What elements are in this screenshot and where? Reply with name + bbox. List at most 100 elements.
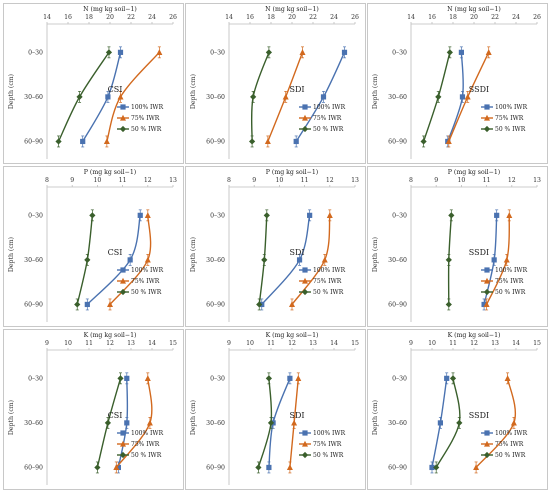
legend-marker: [302, 267, 308, 273]
chart-panel: P (mg kg soil−1) 8 9 10 11 12 13 0–30 30–60 60–90…: [185, 166, 366, 327]
data-point: [459, 94, 466, 100]
x-tick-label: 15: [169, 340, 177, 347]
data-point: [94, 464, 101, 471]
x-tick-label: 10: [457, 177, 465, 184]
x-tick-label: 18: [449, 14, 457, 21]
data-point: [267, 419, 275, 426]
x-tick-label: 22: [309, 14, 317, 21]
data-point: [503, 256, 510, 263]
data-point: [55, 138, 62, 145]
x-tick-label: 12: [144, 177, 152, 184]
x-axis-label: P (mg kg soil−1): [448, 169, 500, 176]
legend-label: 50 % IWR: [131, 126, 162, 133]
data-point: [117, 49, 124, 55]
x-tick-label: 11: [301, 177, 309, 184]
x-axis-label: K (mg kg soil−1): [266, 332, 319, 339]
x-tick-label: 26: [533, 14, 541, 21]
data-point: [144, 375, 151, 381]
legend-marker: [120, 104, 126, 110]
x-tick-label: 18: [267, 14, 275, 21]
legend-marker: [120, 440, 126, 447]
panel-frame: [3, 166, 184, 327]
x-tick-label: 13: [533, 177, 541, 184]
x-axis-label: N (mg kg soil−1): [83, 6, 137, 13]
legend-label: 75% IWR: [495, 441, 524, 448]
y-tick-label: 30–60: [388, 420, 407, 427]
x-tick-label: 11: [483, 177, 491, 184]
data-point: [464, 93, 471, 100]
data-point: [291, 419, 298, 426]
y-tick-label: 0–30: [28, 376, 43, 383]
data-point: [124, 420, 130, 426]
data-point: [449, 375, 457, 382]
chart-panel: N (mg kg soil−1) 14 16 18 20 22 24 26 0–30 30–60 6…: [367, 3, 548, 164]
x-tick-label: 8: [409, 177, 413, 184]
method-label: CSI: [108, 248, 123, 257]
x-tick-label: 12: [106, 340, 114, 347]
legend-label: 50 % IWR: [495, 126, 526, 133]
data-point: [326, 212, 333, 218]
legend-marker: [484, 430, 490, 436]
data-point: [341, 49, 348, 55]
legend-marker: [302, 114, 308, 121]
chart-panel: P (mg kg soil−1) 8 9 10 11 12 13 0–30 30–60 60–90…: [367, 166, 548, 327]
legend-label: 100% IWR: [495, 430, 528, 437]
y-tick-label: 30–60: [388, 257, 407, 264]
data-point: [494, 212, 500, 218]
legend-label: 50 % IWR: [131, 289, 162, 296]
panel-frame: [185, 329, 366, 490]
data-point: [263, 212, 270, 219]
data-point: [483, 301, 490, 308]
x-tick-label: 11: [267, 340, 275, 347]
x-axis-label: N (mg kg soil−1): [265, 6, 319, 13]
legend-marker: [483, 125, 491, 133]
chart-panel: K (mg kg soil−1) 9 10 11 12 13 14 15 0–30 30–60 60…: [185, 329, 366, 490]
y-tick-label: 60–90: [24, 139, 43, 146]
y-axis-label: Depth (cm): [372, 400, 379, 435]
x-tick-label: 14: [330, 340, 338, 347]
data-point: [321, 256, 328, 263]
data-point: [299, 49, 306, 55]
legend-label: 100% IWR: [313, 430, 346, 437]
x-tick-label: 22: [491, 14, 499, 21]
data-point: [437, 420, 443, 426]
x-tick-label: 26: [351, 14, 359, 21]
x-tick-label: 16: [64, 14, 72, 21]
legend-label: 75% IWR: [131, 278, 160, 285]
x-tick-label: 14: [512, 340, 520, 347]
data-point: [506, 212, 513, 218]
x-axis-label: P (mg kg soil−1): [84, 169, 136, 176]
y-tick-label: 0–30: [210, 376, 225, 383]
data-point: [282, 93, 289, 100]
y-axis-label: Depth (cm): [8, 237, 15, 272]
data-point: [435, 93, 442, 100]
data-point: [124, 375, 130, 381]
legend-label: 100% IWR: [313, 104, 346, 111]
x-tick-label: 13: [309, 340, 317, 347]
data-point: [107, 301, 113, 308]
legend-label: 75% IWR: [313, 278, 342, 285]
data-point: [137, 212, 143, 218]
data-point: [307, 212, 313, 218]
y-axis-label: Depth (cm): [190, 237, 197, 272]
data-point: [115, 464, 121, 471]
data-point: [156, 49, 163, 55]
data-point: [105, 49, 113, 56]
x-tick-label: 12: [470, 340, 478, 347]
legend-marker: [484, 114, 490, 121]
method-label: CSI: [108, 85, 123, 94]
data-point: [80, 138, 86, 145]
x-tick-label: 8: [45, 177, 49, 184]
legend-marker: [301, 451, 309, 459]
panel-frame: [3, 329, 184, 490]
panel-frame: [367, 3, 548, 164]
y-tick-label: 60–90: [206, 465, 225, 472]
x-tick-label: 11: [449, 340, 457, 347]
method-label: SDI: [289, 85, 304, 94]
legend-marker: [120, 267, 126, 273]
data-point: [287, 375, 293, 381]
data-point: [448, 212, 455, 219]
y-tick-label: 0–30: [28, 213, 43, 220]
legend-marker: [120, 430, 126, 436]
